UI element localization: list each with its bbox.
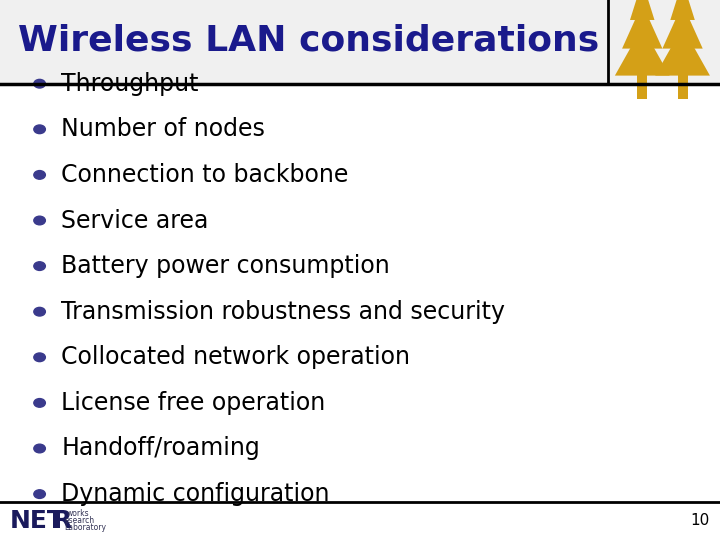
Text: Wireless LAN considerations: Wireless LAN considerations — [18, 24, 599, 57]
Text: esearch: esearch — [65, 516, 95, 525]
Text: R: R — [53, 509, 72, 532]
Circle shape — [34, 262, 45, 271]
FancyBboxPatch shape — [678, 73, 688, 99]
Circle shape — [34, 79, 45, 88]
Circle shape — [34, 353, 45, 362]
Circle shape — [34, 490, 45, 498]
Polygon shape — [622, 4, 662, 49]
Circle shape — [34, 171, 45, 179]
Text: Laboratory: Laboratory — [64, 523, 106, 532]
Polygon shape — [670, 0, 695, 20]
Text: Handoff/roaming: Handoff/roaming — [61, 436, 260, 461]
Text: Battery power consumption: Battery power consumption — [61, 254, 390, 278]
Text: 10: 10 — [690, 513, 709, 528]
Polygon shape — [655, 27, 710, 76]
Circle shape — [34, 399, 45, 407]
Circle shape — [34, 216, 45, 225]
FancyBboxPatch shape — [637, 73, 647, 99]
Text: Connection to backbone: Connection to backbone — [61, 163, 348, 187]
Text: NET: NET — [9, 509, 64, 532]
Polygon shape — [615, 27, 670, 76]
Polygon shape — [630, 0, 654, 20]
Text: Dynamic configuration: Dynamic configuration — [61, 482, 330, 506]
Text: Transmission robustness and security: Transmission robustness and security — [61, 300, 505, 323]
Circle shape — [34, 125, 45, 133]
FancyBboxPatch shape — [0, 0, 720, 84]
Polygon shape — [662, 4, 703, 49]
Text: Number of nodes: Number of nodes — [61, 117, 265, 141]
Text: works: works — [67, 509, 89, 518]
Text: License free operation: License free operation — [61, 391, 325, 415]
Text: Throughput: Throughput — [61, 72, 199, 96]
Text: Collocated network operation: Collocated network operation — [61, 345, 410, 369]
Text: Service area: Service area — [61, 208, 209, 233]
Circle shape — [34, 444, 45, 453]
Circle shape — [34, 307, 45, 316]
